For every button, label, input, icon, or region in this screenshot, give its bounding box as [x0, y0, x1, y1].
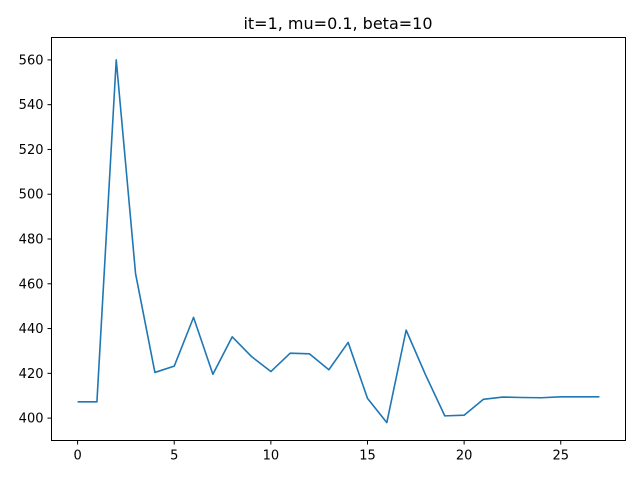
x-tick-label: 25: [552, 449, 569, 464]
y-tick-label: 400: [19, 412, 44, 427]
y-axis: 400 420 440 460 480 500 520 540 560: [19, 53, 52, 427]
y-tick-label: 460: [19, 277, 44, 292]
y-tick-label: 440: [19, 322, 44, 337]
y-tick-label: 500: [19, 188, 44, 203]
y-tick-label: 480: [19, 233, 44, 248]
x-tick-label: 15: [359, 449, 376, 464]
plot-area: [77, 59, 600, 424]
x-tick-label: 0: [73, 449, 81, 464]
y-tick-label: 540: [19, 98, 44, 113]
x-axis: 0 5 10 15 20 25: [73, 440, 569, 464]
x-tick-label: 10: [263, 449, 280, 464]
y-tick-label: 560: [19, 53, 44, 68]
x-tick-label: 20: [456, 449, 473, 464]
y-tick-label: 520: [19, 143, 44, 158]
y-tick-label: 420: [19, 367, 44, 382]
series-line: [77, 59, 600, 424]
chart-title: it=1, mu=0.1, beta=10: [243, 14, 432, 33]
axes-frame: [51, 37, 626, 441]
x-tick-label: 5: [170, 449, 178, 464]
